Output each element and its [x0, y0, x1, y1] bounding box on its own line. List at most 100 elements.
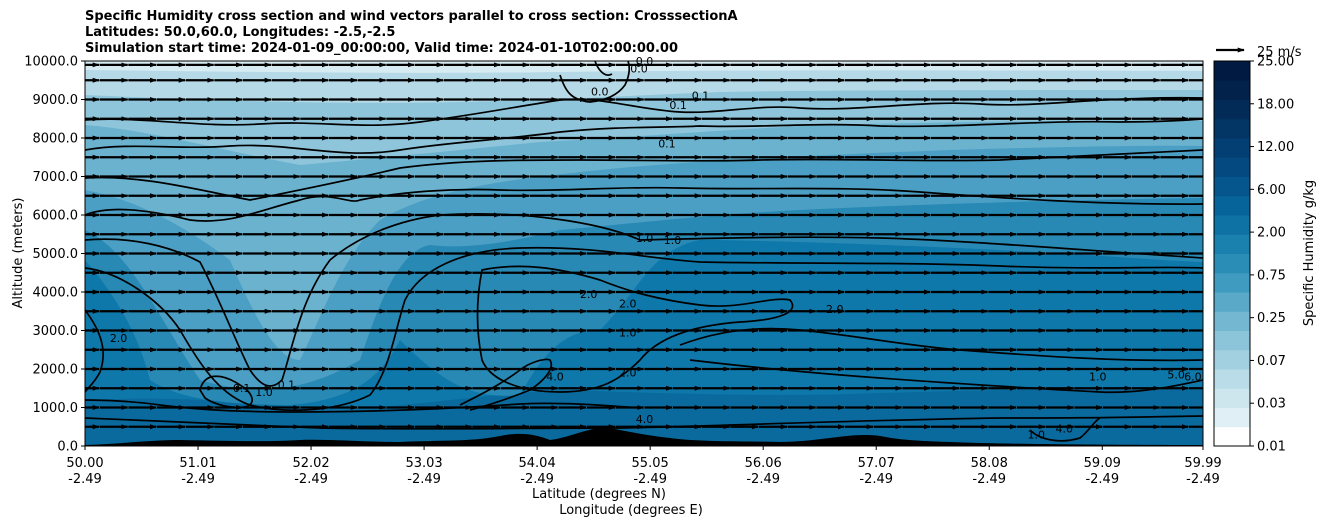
chart-title-line-1: Specific Humidity cross section and wind…: [85, 9, 738, 24]
x-tick-label-lat: 53.03: [405, 456, 442, 471]
x-axis-label-lat: Latitude (degrees N): [532, 487, 666, 502]
colorbar-label: Specific Humidity g/kg: [1302, 180, 1317, 326]
colorbar-tick-label: 18.00: [1257, 97, 1294, 112]
x-tick-label-lon: -2.49: [407, 472, 441, 487]
y-tick-label: 9000.0: [33, 93, 79, 108]
y-tick-label: 1000.0: [33, 401, 79, 416]
contour-label: 0.1: [233, 382, 251, 395]
colorbar-segment: [1214, 118, 1250, 139]
x-tick-label-lon: -2.49: [294, 472, 328, 487]
x-tick-label-lon: -2.49: [1085, 472, 1119, 487]
x-axis-label-lon: Longitude (degrees E): [559, 503, 703, 518]
y-tick-label: 6000.0: [33, 209, 79, 224]
contour-label: 5.0: [1167, 369, 1185, 382]
colorbar-segment: [1214, 330, 1250, 351]
contour-label: 1.0: [1028, 428, 1046, 441]
y-tick-label: 2000.0: [33, 363, 79, 378]
x-tick-label-lat: 57.07: [858, 456, 895, 471]
contour-line: [85, 118, 1203, 154]
x-tick-label-lon: -2.49: [1186, 472, 1220, 487]
contour-label: 2.0: [826, 303, 844, 316]
y-tick-label: 3000.0: [33, 324, 79, 339]
contour-label: 1.0: [664, 234, 682, 247]
colorbar-tick-label: 0.01: [1257, 440, 1286, 455]
contour-label: 1.0: [619, 326, 637, 339]
x-tick-label-lat: 51.01: [179, 456, 216, 471]
contour-label: 2.0: [580, 288, 598, 301]
colorbar-tick-label: 2.00: [1257, 226, 1286, 241]
contour-label: 6.0: [1184, 371, 1202, 384]
contour-line: [85, 415, 1203, 430]
y-tick-label: 5000.0: [33, 247, 79, 262]
x-tick-label-lon: -2.49: [859, 472, 893, 487]
x-tick-label-lon: -2.49: [181, 472, 215, 487]
x-tick-label-lon: -2.49: [972, 472, 1006, 487]
y-axis-label: Altitude (meters): [11, 198, 26, 309]
contour-label: 1.0: [255, 386, 273, 399]
contour-label: 0.1: [658, 138, 676, 151]
colorbar-tick-label: 25.00: [1257, 55, 1294, 70]
terrain: [85, 427, 1203, 446]
x-tick-label-lat: 55.05: [632, 456, 669, 471]
y-tick-label: 7000.0: [33, 170, 79, 185]
quiver-key-label: 25 m/s: [1257, 45, 1302, 60]
x-tick-label-lon: -2.49: [746, 472, 780, 487]
y-tick-label: 4000.0: [33, 286, 79, 301]
x-tick-label-lat: 52.02: [292, 456, 329, 471]
colorbar-segment: [1214, 349, 1250, 370]
contour-lines: [85, 61, 1203, 442]
colorbar-segment: [1214, 215, 1250, 235]
x-tick-label-lat: 50.00: [66, 456, 103, 471]
colorbar-segment: [1214, 253, 1250, 274]
colorbar-segment: [1214, 157, 1250, 177]
contour-label: 0.1: [669, 99, 687, 112]
contour-label: 0.0: [636, 55, 654, 68]
contour-line: [85, 399, 641, 413]
x-tick-label-lon: -2.49: [633, 472, 667, 487]
contour-labels: 0.00.00.00.10.10.11.0 1.02.02.02.02.01.04…: [110, 55, 1202, 441]
y-tick-label: 8000.0: [33, 132, 79, 147]
colorbar-segment: [1214, 426, 1250, 447]
colorbar-tick-label: 6.00: [1257, 183, 1286, 198]
x-tick-label-lon: -2.49: [520, 472, 554, 487]
contour-line: [1029, 417, 1101, 442]
wind-vectors: [85, 62, 1203, 430]
contour-label: 0.1: [278, 378, 296, 391]
contour-label: 0.0: [630, 63, 648, 76]
contour-label: 4.0: [636, 413, 654, 426]
y-tick-label: 0.0: [57, 440, 78, 455]
colorbar-ticks: 0.01 0.03 0.07 0.25 0.75 2.00 6.00 12.00 18.00 25…: [1250, 55, 1294, 455]
x-tick-label-lat: 54.04: [519, 456, 556, 471]
colorbar-tick-label: 0.03: [1257, 397, 1286, 412]
colorbar-segment: [1214, 407, 1250, 428]
contour-label: 2.0: [110, 332, 128, 345]
contour-line: [85, 96, 1203, 127]
colorbar-segment: [1214, 80, 1250, 100]
colorbar-segment: [1214, 61, 1250, 81]
x-tick-label-lat: 59.09: [1084, 456, 1121, 471]
contour-label: 2.0: [619, 297, 637, 310]
colorbar-segment: [1214, 234, 1250, 254]
contour-line: [199, 375, 253, 409]
contour-label: 4.0: [546, 371, 564, 384]
y-axis-ticks: 0.0 1000.0 2000.0 3000.0 4000.0 5000.0 6000.0 7…: [24, 55, 85, 455]
contour-label: 0.0: [591, 86, 609, 99]
contour-label: 1.0: [636, 232, 654, 245]
x-tick-label-lat: 59.99: [1184, 456, 1221, 471]
colorbar-frame: [1213, 60, 1251, 447]
x-tick-label-lat: 58.08: [971, 456, 1008, 471]
colorbar-segment: [1214, 195, 1250, 216]
chart-title-line-3: Simulation start time: 2024-01-09_00:00:…: [85, 41, 678, 56]
contour-label: 4.0: [1055, 423, 1073, 436]
colorbar-segment: [1214, 99, 1250, 120]
colorbar-segment: [1214, 272, 1250, 293]
colorbar-segment: [1214, 369, 1250, 389]
colorbar-tick-label: 0.07: [1257, 354, 1286, 369]
colorbar-segment: [1214, 176, 1250, 197]
x-tick-label-lat: 56.06: [745, 456, 782, 471]
colorbar-segment: [1214, 138, 1250, 158]
colorbar: [1214, 61, 1250, 447]
chart-title-line-2: Latitudes: 50.0,60.0, Longitudes: -2.5,-…: [85, 25, 396, 40]
plot-area: [85, 61, 1203, 446]
